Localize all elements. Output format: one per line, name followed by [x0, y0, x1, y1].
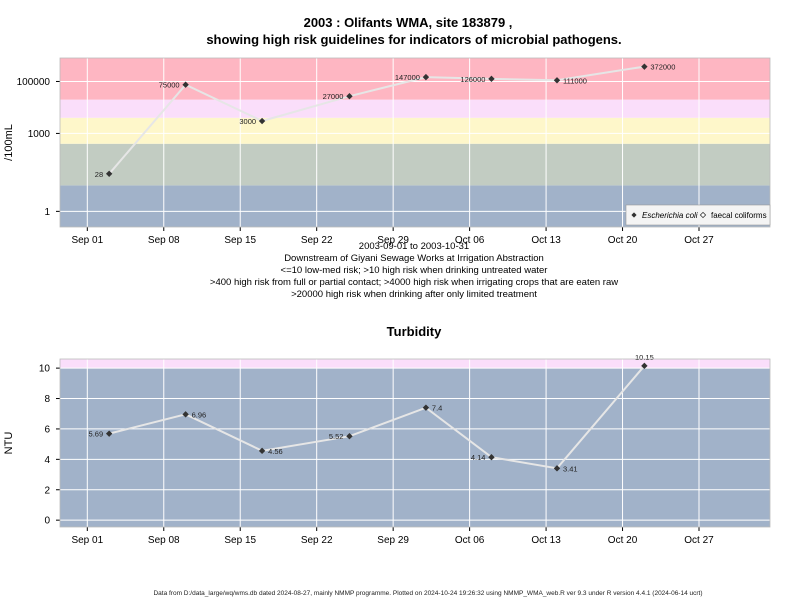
note-line: >20000 high risk when drinking after onl… — [291, 289, 537, 300]
note-line: 2003-09-01 to 2003-10-31 — [359, 241, 469, 252]
legend: Escherichia coli faecal coliforms — [625, 204, 771, 226]
data-label: 4.14 — [471, 453, 486, 462]
y-axis-label: /100mL — [3, 124, 15, 161]
legend-marker-filled — [631, 212, 637, 218]
data-label: 27000 — [323, 92, 344, 101]
y-tick-label: 8 — [44, 394, 50, 405]
y-tick-label: 1 — [44, 207, 50, 218]
risk-band-2 — [60, 117, 770, 144]
data-label: 111000 — [563, 76, 587, 85]
series-line — [108, 65, 645, 175]
data-point — [258, 117, 266, 125]
data-label: 372000 — [650, 63, 675, 72]
y-tick-label: 4 — [44, 455, 50, 466]
data-label: 126000 — [460, 75, 485, 84]
data-label: 3.41 — [563, 464, 578, 473]
data-label: 3000 — [239, 117, 256, 126]
x-tick-label: Oct 20 — [608, 535, 638, 546]
data-label: 5.69 — [89, 430, 104, 439]
legend-marker-open — [699, 211, 707, 219]
risk-band-1 — [60, 143, 770, 186]
y-tick-label: 6 — [44, 424, 50, 435]
y-tick-label: 10 — [39, 364, 51, 375]
data-point — [422, 73, 430, 81]
risk-band-3 — [60, 99, 770, 118]
data-point — [346, 93, 353, 100]
data-point — [105, 170, 113, 177]
data-point — [641, 63, 648, 70]
note-line: Downstream of Giyani Sewage Works at Irr… — [284, 253, 544, 264]
data-point — [105, 430, 113, 437]
data-point — [553, 77, 561, 84]
data-point — [641, 362, 648, 370]
legend-label: Escherichia coli — [642, 211, 698, 220]
x-tick-label: Sep 22 — [301, 235, 333, 246]
data-label: 10.15 — [635, 353, 654, 362]
data-label: 28 — [95, 170, 103, 179]
data-point — [488, 75, 495, 83]
x-tick-label: Sep 08 — [148, 235, 180, 246]
x-tick-label: Oct 27 — [684, 535, 714, 546]
y-tick-label: 100000 — [17, 77, 51, 88]
x-tick-label: Sep 08 — [148, 535, 180, 546]
data-label: 75000 — [159, 81, 180, 90]
y-axis-label: NTU — [3, 432, 15, 455]
turbidity-title: Turbidity — [387, 324, 442, 339]
turbidity-panel: Turbidity Sep 01 Sep 08 Sep 15 Sep 22 Sep 29 O… — [3, 324, 771, 546]
data-label: 7.4 — [432, 404, 442, 413]
y-tick-label: 1000 — [28, 129, 51, 140]
data-point — [488, 454, 495, 461]
chart-title-line1: 2003 : Olifants WMA, site 183879 , — [304, 15, 513, 30]
x-tick-label: Sep 15 — [224, 235, 256, 246]
legend-box — [625, 204, 771, 226]
x-tick-label: Oct 06 — [455, 235, 485, 246]
x-tick-label: Sep 01 — [71, 235, 103, 246]
data-point — [553, 465, 561, 472]
data-point — [422, 404, 430, 411]
x-tick-label: Sep 29 — [377, 235, 409, 246]
risk-band-0 — [60, 368, 770, 527]
note-line: <=10 low-med risk; >10 high risk when dr… — [281, 265, 548, 276]
x-tick-label: Oct 13 — [531, 235, 561, 246]
x-tick-label: Oct 20 — [608, 235, 638, 246]
x-tick-label: Oct 06 — [455, 535, 485, 546]
data-label: 147000 — [395, 73, 420, 82]
series-line — [108, 365, 646, 470]
plot-border — [59, 57, 771, 228]
data-point — [258, 447, 266, 455]
x-tick-label: Sep 15 — [224, 535, 256, 546]
x-tick-label: Sep 01 — [71, 535, 103, 546]
microbial-panel: Sep 01 Sep 08 Sep 15 Sep 22 Sep 29 Oct 06 Oct … — [3, 57, 771, 246]
data-point — [182, 411, 189, 418]
x-tick-label: Oct 13 — [531, 535, 561, 546]
data-label: 5.52 — [329, 432, 344, 441]
data-label: 6.96 — [192, 410, 207, 419]
data-label: 4.56 — [268, 447, 283, 456]
chart-title-line2: showing high risk guidelines for indicat… — [206, 32, 621, 47]
data-point — [346, 433, 353, 440]
x-tick-label: Sep 22 — [301, 535, 333, 546]
footer-note: Data from D:/data_large/wq/wms.db dated … — [153, 590, 702, 597]
y-tick-label: 0 — [44, 516, 50, 527]
note-line: >400 high risk from full or partial cont… — [210, 277, 618, 288]
legend-label: faecal coliforms — [711, 211, 767, 220]
data-point — [182, 81, 189, 88]
plot-border — [59, 358, 771, 528]
y-tick-label: 2 — [44, 485, 50, 496]
risk-band-1 — [60, 359, 770, 369]
x-tick-label: Oct 27 — [684, 235, 714, 246]
x-tick-label: Sep 29 — [377, 535, 409, 546]
